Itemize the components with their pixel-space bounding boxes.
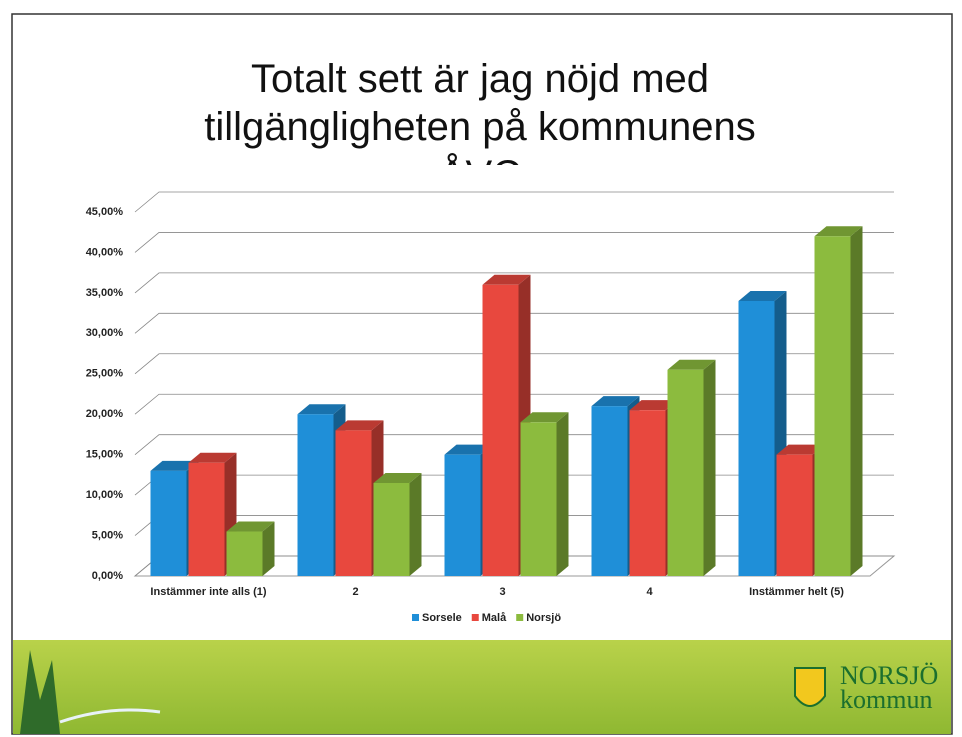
bar-top [520,412,569,423]
bar-top [444,444,493,455]
bar [629,410,666,576]
bar [226,531,263,576]
y-tick-label: 40,00% [86,246,124,258]
bar [482,284,519,576]
legend-label: Malå [482,612,507,624]
title-box: Totalt sett är jag nöjd med tillgängligh… [204,57,756,165]
y-tick-label: 35,00% [86,287,124,299]
chart-title: Totalt sett är jag nöjd med tillgängligh… [204,57,756,165]
y-tick-label: 25,00% [86,368,124,380]
x-tick-label: Instämmer helt (5) [749,586,844,598]
bar-top [297,404,346,415]
x-tick-label: Instämmer inte alls (1) [150,586,266,598]
grid-line [134,191,894,213]
tree-decoration [20,650,60,734]
bar-top [226,521,275,532]
bar [776,454,813,576]
bar-top [188,452,237,463]
bar [738,300,775,576]
bar-side [262,521,275,576]
bar-top [776,444,825,455]
bar [297,414,334,576]
bar [444,454,481,576]
bar-top [667,359,716,370]
bar [667,369,704,576]
bar-top [629,400,678,411]
bar [591,406,628,576]
y-tick-label: 0,00% [92,570,123,582]
bar-top [591,396,640,407]
legend-swatch [471,614,479,621]
x-tick-label: 3 [499,586,505,598]
grid-line [134,312,894,334]
legend-swatch [516,614,524,621]
bar-top [335,420,384,431]
bar-top [738,290,787,301]
grid-line [134,232,894,253]
y-tick-label: 20,00% [86,408,124,420]
y-tick-label: 5,00% [92,529,123,541]
grid-line [134,272,894,294]
logo-line2: kommun [840,685,932,714]
bar-side [850,226,863,576]
bar [335,430,372,576]
legend-label: Norsjö [526,612,561,624]
logo-line1: NORSJÖ [840,661,938,690]
grid-line [134,353,894,375]
bar-top [814,226,863,237]
y-tick-label: 10,00% [86,489,124,501]
bar-top [373,472,422,483]
y-tick-label: 45,00% [86,206,124,218]
bar-side [703,359,716,576]
bar-top [150,460,199,471]
river-decoration [59,708,161,724]
grid-line [134,393,894,415]
bar-top [482,274,531,285]
bar-side [556,412,569,576]
bar [188,462,225,576]
x-tick-label: 4 [646,586,653,598]
bar [520,422,557,576]
bar [814,236,851,576]
bar [373,482,410,576]
y-tick-label: 30,00% [86,327,124,339]
bar [150,470,187,576]
logo-shield [794,667,826,707]
bar-side [409,472,422,576]
legend-swatch [412,614,419,621]
y-tick-label: 15,00% [86,449,124,461]
legend-label: Sorsele [422,612,462,624]
plot: 0,00% 5,00% 10,00% 15,00% 20,00% 25,00% 30,00%… [86,191,896,624]
x-tick-label: 2 [352,586,358,598]
